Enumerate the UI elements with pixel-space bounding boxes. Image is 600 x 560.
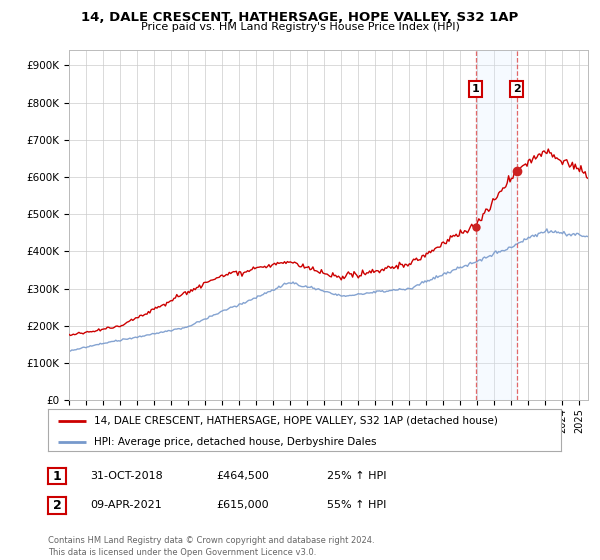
Bar (476, 50, 517, 400)
Text: 2: 2 (53, 498, 61, 512)
Text: 14, DALE CRESCENT, HATHERSAGE, HOPE VALLEY, S32 1AP (detached house): 14, DALE CRESCENT, HATHERSAGE, HOPE VALL… (94, 416, 498, 426)
Text: 25% ↑ HPI: 25% ↑ HPI (327, 471, 386, 481)
Text: HPI: Average price, detached house, Derbyshire Dales: HPI: Average price, detached house, Derb… (94, 437, 377, 446)
Text: 1: 1 (472, 84, 479, 94)
Text: Contains HM Land Registry data © Crown copyright and database right 2024.
This d: Contains HM Land Registry data © Crown c… (48, 536, 374, 557)
Text: 31-OCT-2018: 31-OCT-2018 (90, 471, 163, 481)
Text: 09-APR-2021: 09-APR-2021 (90, 500, 162, 510)
Text: 2: 2 (512, 84, 520, 94)
Text: £615,000: £615,000 (216, 500, 269, 510)
Text: 14, DALE CRESCENT, HATHERSAGE, HOPE VALLEY, S32 1AP: 14, DALE CRESCENT, HATHERSAGE, HOPE VALL… (82, 11, 518, 24)
Text: £464,500: £464,500 (216, 471, 269, 481)
Text: 1: 1 (53, 469, 61, 483)
Text: 55% ↑ HPI: 55% ↑ HPI (327, 500, 386, 510)
Text: Price paid vs. HM Land Registry's House Price Index (HPI): Price paid vs. HM Land Registry's House … (140, 22, 460, 32)
